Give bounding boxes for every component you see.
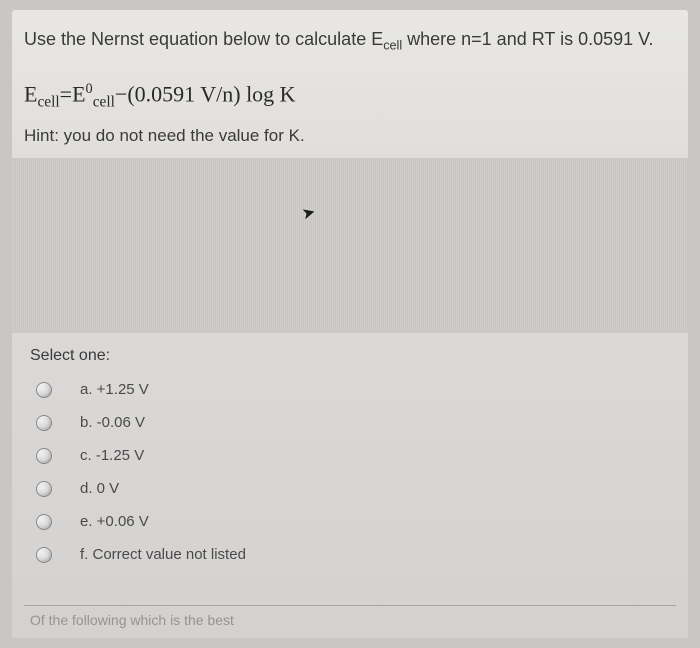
prompt-text-before: Use the Nernst equation below to calcula… <box>24 29 383 49</box>
radio-e[interactable] <box>36 514 52 530</box>
option-row[interactable]: a. +1.25 V <box>36 373 676 406</box>
eq-sup: 0 <box>86 81 93 97</box>
radio-f[interactable] <box>36 547 52 563</box>
select-one-label: Select one: <box>12 333 688 373</box>
option-row[interactable]: e. +0.06 V <box>36 505 676 538</box>
prompt-subscript: cell <box>383 39 402 53</box>
option-row[interactable]: f. Correct value not listed <box>36 538 676 571</box>
option-label-e: e. +0.06 V <box>80 513 149 530</box>
spacer-area: ➤ <box>12 158 688 333</box>
option-label-b: b. -0.06 V <box>80 414 145 431</box>
options-list: a. +1.25 V b. -0.06 V c. -1.25 V d. 0 V … <box>12 373 688 571</box>
radio-c[interactable] <box>36 448 52 464</box>
option-label-c: c. -1.25 V <box>80 447 144 464</box>
option-row[interactable]: c. -1.25 V <box>36 439 676 472</box>
question-panel: Use the Nernst equation below to calcula… <box>12 10 688 638</box>
radio-b[interactable] <box>36 415 52 431</box>
eq-E: E <box>24 82 37 107</box>
divider-line <box>24 605 676 606</box>
option-label-a: a. +1.25 V <box>80 381 149 398</box>
question-prompt: Use the Nernst equation below to calcula… <box>12 10 688 63</box>
nernst-equation: Ecell=E0cell−(0.0591 V/n) log K <box>12 63 688 122</box>
cursor-icon: ➤ <box>300 202 318 225</box>
eq-rest: −(0.0591 V/n) log K <box>115 82 296 107</box>
option-label-f: f. Correct value not listed <box>80 546 246 563</box>
radio-d[interactable] <box>36 481 52 497</box>
eq-sub1: cell <box>37 94 59 111</box>
option-row[interactable]: b. -0.06 V <box>36 406 676 439</box>
radio-a[interactable] <box>36 382 52 398</box>
eq-equals: =E <box>60 82 86 107</box>
eq-sub2: cell <box>93 94 115 111</box>
cutoff-text: Of the following which is the best <box>30 612 234 628</box>
option-row[interactable]: d. 0 V <box>36 472 676 505</box>
hint-text: Hint: you do not need the value for K. <box>12 122 688 158</box>
option-label-d: d. 0 V <box>80 480 119 497</box>
page-container: Use the Nernst equation below to calcula… <box>0 0 700 648</box>
prompt-text-after: where n=1 and RT is 0.0591 V. <box>402 29 653 49</box>
